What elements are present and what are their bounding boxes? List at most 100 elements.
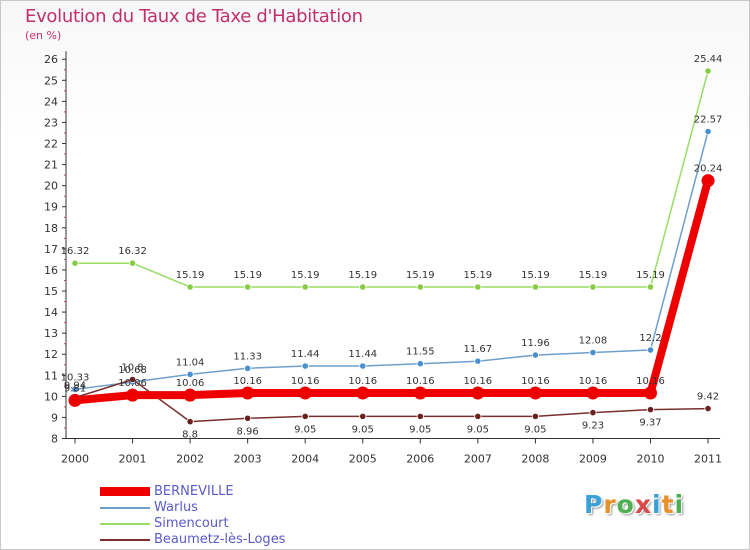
data-point-simencourt (589, 283, 597, 291)
logo-letter: P (584, 490, 604, 519)
data-point-beaumetz-l-s-loges (474, 412, 482, 420)
data-point-simencourt (704, 67, 712, 75)
y-tick-label: 8 (51, 433, 58, 446)
data-point-beaumetz-l-s-loges (128, 375, 137, 384)
y-tick-label: 15 (44, 285, 58, 298)
data-point-warlus (71, 385, 79, 394)
data-point-berneville (241, 386, 255, 400)
y-tick-label: 19 (44, 201, 58, 214)
y-tick-label: 13 (44, 327, 58, 340)
data-point-simencourt (474, 283, 482, 291)
data-point-berneville (586, 386, 600, 400)
data-point-beaumetz-l-s-loges (244, 414, 252, 422)
x-tick-label: 2002 (176, 453, 204, 466)
data-label-beaumetz-l-s-loges: 8.96 (237, 426, 259, 437)
data-label-simencourt: 15.19 (636, 270, 665, 281)
data-point-berneville (298, 386, 312, 400)
data-label-beaumetz-l-s-loges: 9.37 (639, 418, 661, 429)
x-tick-label: 2008 (521, 453, 549, 466)
data-label-warlus: 11.33 (233, 351, 262, 362)
y-tick-label: 16 (44, 264, 58, 277)
logo-letter: i (674, 490, 685, 519)
y-tick-label: 26 (44, 53, 58, 66)
logo-letter: o (616, 490, 635, 519)
data-label-beaumetz-l-s-loges: 9.05 (294, 424, 316, 435)
series-line-berneville (71, 176, 712, 405)
data-point-simencourt (646, 283, 655, 291)
data-label-berneville: 10.16 (406, 376, 435, 387)
data-label-simencourt: 15.19 (291, 270, 320, 281)
series-line-beaumetz-l-s-loges (74, 378, 709, 423)
logo-letter: i (652, 490, 662, 519)
data-point-beaumetz-l-s-loges (646, 406, 655, 414)
y-tick-label: 14 (44, 306, 58, 319)
y-tick-label: 18 (44, 222, 58, 235)
data-label-warlus: 11.44 (291, 349, 320, 360)
data-label-berneville: 10.06 (118, 378, 147, 389)
data-label-simencourt: 25.44 (694, 54, 723, 65)
data-point-simencourt (359, 283, 367, 291)
data-label-simencourt: 15.19 (233, 270, 262, 281)
x-tick-label: 2000 (61, 453, 89, 466)
data-point-warlus (359, 362, 367, 370)
data-point-warlus (474, 357, 482, 365)
data-point-beaumetz-l-s-loges (589, 408, 597, 417)
data-label-beaumetz-l-s-loges: 9.42 (697, 392, 719, 403)
legend-item-beaumetz: Beaumetz-lès-Loges (100, 532, 360, 548)
data-label-beaumetz-l-s-loges: 9.05 (524, 424, 546, 435)
data-point-berneville (528, 386, 542, 400)
data-label-simencourt: 15.19 (348, 270, 377, 281)
data-label-berneville: 10.16 (521, 376, 550, 387)
data-label-simencourt: 15.19 (464, 270, 493, 281)
x-tick-label: 2001 (119, 453, 147, 466)
data-point-simencourt (416, 283, 424, 291)
y-tick-label: 21 (44, 159, 58, 172)
legend-swatch-beaumetz (100, 539, 150, 541)
legend: BERNEVILLE Warlus Simencourt Beaumetz-lè… (100, 484, 360, 548)
y-tick-label: 25 (44, 74, 58, 87)
legend-label-simencourt: Simencourt (154, 516, 229, 531)
data-point-warlus (186, 370, 194, 379)
proxiti-logo: Proxiti (584, 490, 684, 519)
legend-label-beaumetz: Beaumetz-lès-Loges (154, 532, 286, 547)
y-tick-label: 9 (51, 411, 58, 424)
data-label-berneville: 9.81 (64, 383, 86, 394)
y-tick-label: 24 (44, 95, 58, 108)
y-tick-label: 12 (44, 348, 58, 361)
data-label-berneville: 20.24 (694, 164, 723, 175)
data-label-warlus: 11.44 (348, 349, 377, 360)
data-point-beaumetz-l-s-loges (531, 412, 540, 420)
x-tick-label: 2003 (234, 453, 262, 466)
y-tick-label: 11 (44, 369, 58, 382)
data-point-beaumetz-l-s-loges (704, 404, 712, 413)
data-label-simencourt: 15.19 (521, 270, 550, 281)
data-label-beaumetz-l-s-loges: 9.94 (64, 381, 86, 392)
legend-swatch-simencourt (100, 523, 150, 525)
data-point-berneville (183, 388, 197, 402)
data-label-berneville: 10.16 (348, 376, 377, 387)
data-point-warlus (589, 348, 597, 357)
x-tick-label: 2011 (694, 453, 722, 466)
y-tick-label: 10 (44, 390, 58, 403)
chart-title: Evolution du Taux de Taxe d'Habitation (25, 6, 363, 27)
data-point-simencourt (301, 283, 309, 291)
x-tick-label: 2007 (464, 453, 492, 466)
data-point-berneville (413, 386, 427, 400)
x-tick-label: 2006 (406, 453, 434, 466)
x-tick-label: 2010 (637, 453, 665, 466)
data-label-warlus: 11.67 (464, 344, 493, 355)
data-label-beaumetz-l-s-loges: 9.05 (467, 424, 489, 435)
data-point-simencourt (186, 283, 194, 291)
data-label-berneville: 10.16 (464, 376, 493, 387)
data-label-warlus: 11.55 (406, 347, 435, 358)
data-label-warlus: 22.57 (694, 115, 723, 126)
data-point-warlus (244, 364, 252, 372)
data-label-simencourt: 16.32 (118, 246, 147, 257)
legend-item-simencourt: Simencourt (100, 516, 360, 532)
x-tick-label: 2004 (291, 453, 319, 466)
data-point-warlus (646, 346, 655, 354)
legend-swatch-warlus (100, 507, 150, 509)
x-tick-label: 2005 (349, 453, 377, 466)
